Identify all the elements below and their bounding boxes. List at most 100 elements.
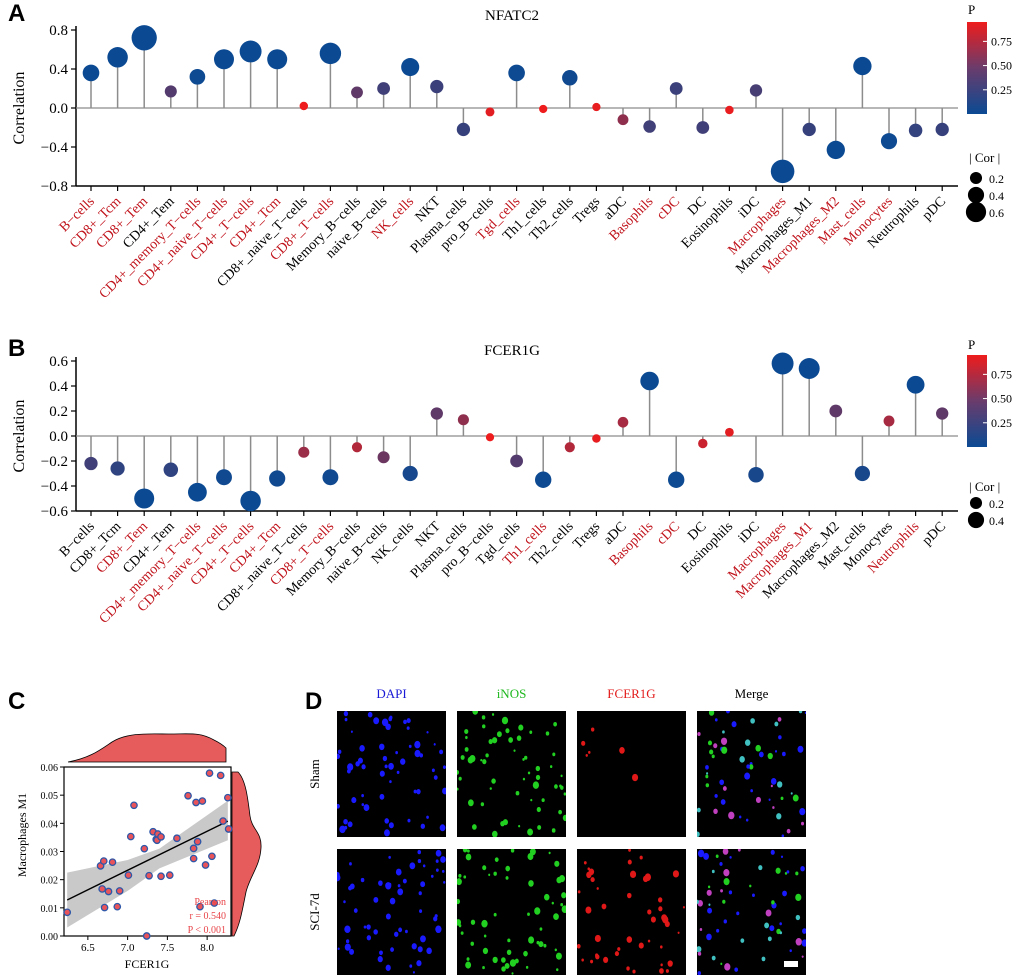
cell-signal <box>457 787 459 791</box>
cell-signal <box>388 716 393 722</box>
size-legend-dot <box>969 496 983 510</box>
cell-signal <box>522 777 526 781</box>
cell-signal <box>563 792 566 796</box>
cell-signal <box>577 890 581 894</box>
cell-signal <box>480 802 485 807</box>
cell-signal <box>750 789 753 793</box>
lollipop-dot <box>539 104 548 114</box>
cell-signal <box>426 730 429 734</box>
cell-signal <box>660 963 663 967</box>
cell-signal <box>505 865 511 872</box>
cell-signal <box>561 905 566 913</box>
x-tick-label: 7.5 <box>161 942 175 954</box>
cell-signal <box>413 789 417 794</box>
cell-signal <box>465 853 472 861</box>
cell-signal <box>488 739 493 745</box>
cell-signal <box>779 931 783 935</box>
cell-signal <box>745 818 749 822</box>
cell-signal <box>771 900 775 905</box>
column-header-inos: iNOS <box>496 686 527 701</box>
cell-signal <box>761 956 766 962</box>
cell-signal <box>433 743 436 746</box>
scatter-point <box>196 902 204 911</box>
cell-signal <box>740 938 745 943</box>
cell-signal <box>705 783 710 788</box>
cell-signal <box>527 828 534 836</box>
lollipop-dot <box>562 70 578 86</box>
lollipop-dot <box>748 467 764 483</box>
cell-signal <box>544 893 550 901</box>
x-tick-label: pDC <box>920 194 949 223</box>
micrograph-dapi-0 <box>337 711 446 837</box>
lollipop-dot <box>854 465 871 482</box>
cell-signal <box>467 849 470 853</box>
cell-signal <box>482 965 485 970</box>
scatter-point <box>104 887 113 896</box>
cell-signal <box>466 957 470 961</box>
cell-signal <box>780 796 784 801</box>
lollipop-dot <box>669 82 683 95</box>
cell-signal <box>677 931 680 935</box>
x-tick-label: cDC <box>654 519 683 548</box>
y-axis-label: Correlation <box>11 72 28 145</box>
cell-signal <box>661 914 668 922</box>
cell-signal <box>627 859 632 865</box>
cell-signal <box>697 899 699 904</box>
lollipop-dot <box>299 101 309 111</box>
lollipop-dot <box>131 25 157 51</box>
lollipop-dot <box>189 68 206 85</box>
cell-signal <box>518 724 524 731</box>
cell-signal <box>528 880 534 887</box>
cell-signal <box>709 749 714 755</box>
cell-signal <box>378 880 383 886</box>
cell-signal <box>619 747 625 754</box>
cell-signal <box>774 721 779 727</box>
cell-signal <box>738 815 742 819</box>
cell-signal <box>801 939 806 947</box>
scatter-point <box>99 857 108 865</box>
cell-signal <box>553 913 559 921</box>
cell-signal <box>457 878 462 886</box>
cell-signal <box>337 947 340 951</box>
correlation-annotation: Pearson <box>194 897 226 908</box>
lollipop-dot <box>134 488 155 509</box>
cell-signal <box>802 928 806 934</box>
cell-signal <box>560 903 564 907</box>
x-tick-label: Tregs <box>570 519 603 552</box>
colorbar-tick-label: 0.25 <box>991 83 1012 97</box>
cell-signal <box>416 960 422 967</box>
cell-signal <box>363 925 367 929</box>
lollipop-dot <box>267 49 288 70</box>
cell-signal <box>388 822 394 829</box>
cell-signal <box>435 849 442 857</box>
cell-signal <box>435 868 439 872</box>
lollipop-dot <box>430 407 443 420</box>
cell-signal <box>523 950 528 957</box>
cell-signal <box>480 758 483 762</box>
cell-signal <box>776 781 783 788</box>
micrograph-merge-0 <box>697 711 806 837</box>
cell-signal <box>555 952 562 960</box>
cell-signal <box>614 951 620 957</box>
x-axis-label: FCER1G <box>125 957 170 971</box>
top-density-curve <box>67 733 227 763</box>
cell-signal <box>511 972 514 975</box>
cell-signal <box>767 752 773 760</box>
cell-signal <box>583 861 587 865</box>
cell-signal <box>697 807 701 813</box>
panel-label-b: B <box>8 335 26 362</box>
cell-signal <box>397 884 401 888</box>
cell-signal <box>725 711 730 714</box>
x-tick-label: 6.5 <box>81 942 95 954</box>
cell-signal <box>795 937 802 946</box>
cell-signal <box>664 920 670 928</box>
cell-signal <box>389 882 392 886</box>
cell-signal <box>409 862 416 870</box>
cell-signal <box>395 751 398 755</box>
size-legend-label: 0.4 <box>989 189 1004 203</box>
lollipop-dot <box>84 456 98 471</box>
cell-signal <box>734 967 738 972</box>
cell-signal <box>414 749 421 758</box>
y-tick-label: 0.01 <box>41 904 59 915</box>
cell-signal <box>349 883 355 890</box>
